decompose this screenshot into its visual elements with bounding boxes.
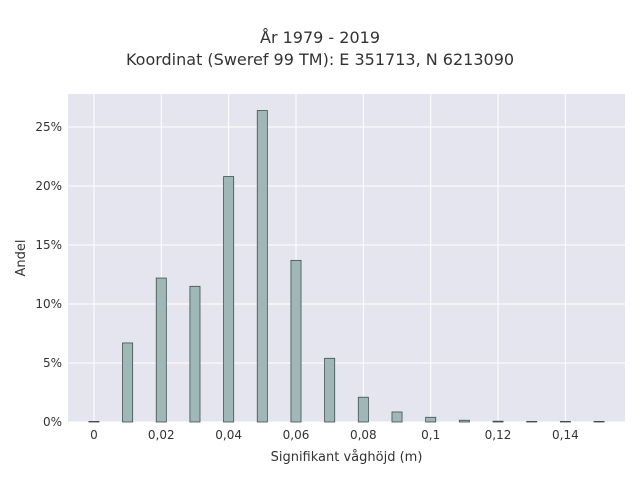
plot-background xyxy=(68,94,625,422)
x-tick-label: 0,02 xyxy=(148,428,175,442)
y-tick-label: 25% xyxy=(35,120,62,134)
bar xyxy=(155,277,167,423)
x-tick-label: 0,08 xyxy=(350,428,377,442)
bar xyxy=(425,416,437,423)
bar xyxy=(526,420,538,423)
bar xyxy=(391,411,403,423)
y-tick-label: 20% xyxy=(35,179,62,193)
bars xyxy=(88,110,605,423)
x-tick-label: 0,04 xyxy=(215,428,242,442)
y-tick-label: 15% xyxy=(35,238,62,252)
x-tick-label: 0,1 xyxy=(421,428,440,442)
bar xyxy=(492,420,504,423)
bar xyxy=(122,342,134,423)
bar xyxy=(559,420,571,423)
bar xyxy=(290,259,302,423)
bar xyxy=(593,420,605,423)
chart-subtitle: Koordinat (Sweref 99 TM): E 351713, N 62… xyxy=(125,50,515,69)
chart-title: År 1979 - 2019 xyxy=(260,28,380,47)
x-axis-label: Signifikant våghöjd (m) xyxy=(271,450,423,465)
bar xyxy=(357,396,369,423)
y-tick-label: 5% xyxy=(43,356,62,370)
y-axis-ticks: 0% 5% 10% 15% 20% 25% xyxy=(35,120,62,429)
bar xyxy=(223,176,235,423)
y-tick-label: 0% xyxy=(43,415,62,429)
x-tick-label: 0,06 xyxy=(283,428,310,442)
bar xyxy=(189,285,201,423)
x-tick-label: 0 xyxy=(90,428,98,442)
y-tick-label: 10% xyxy=(35,297,62,311)
x-axis-ticks: 0 0,02 0,04 0,06 0,08 0,1 0,12 0,14 xyxy=(90,428,579,442)
bar xyxy=(324,357,336,423)
bar xyxy=(256,110,268,423)
x-tick-label: 0,12 xyxy=(485,428,512,442)
bar xyxy=(458,419,470,423)
bar xyxy=(88,420,100,423)
x-tick-label: 0,14 xyxy=(552,428,579,442)
y-axis-label: Andel xyxy=(14,240,29,277)
